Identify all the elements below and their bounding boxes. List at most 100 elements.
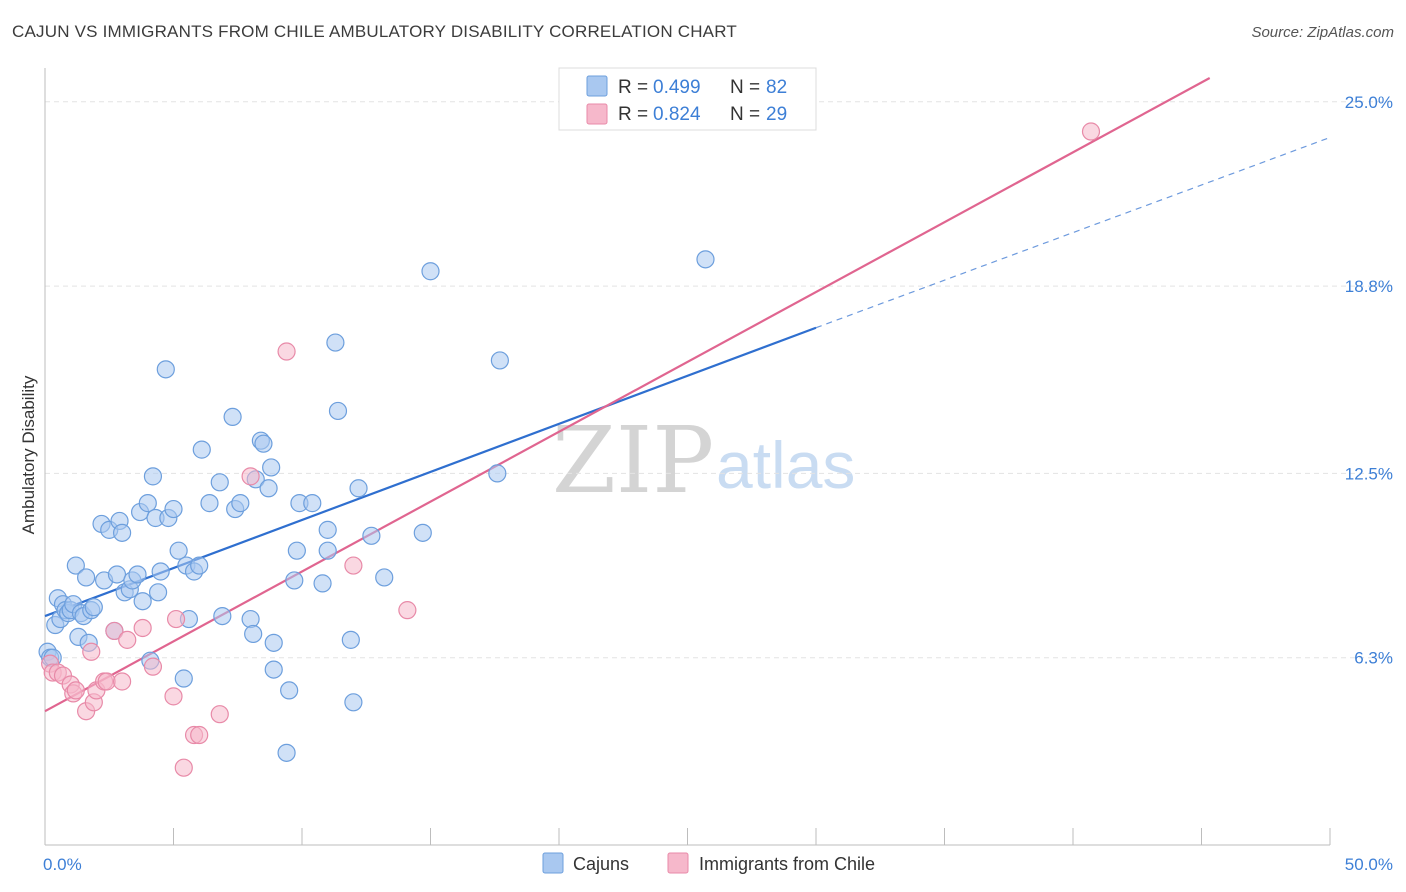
cajun-point [213,606,232,626]
cajun-point [112,523,132,542]
cajun-point [287,541,306,560]
chile-point [277,342,296,361]
cajun-point [375,568,394,587]
chile-point [82,642,101,661]
cajun-point [262,458,281,477]
watermark-zip: ZIP [552,407,714,514]
cajun-trend-extension [815,136,1331,329]
bottom-legend: Cajuns Immigrants from Chile [542,852,875,874]
chile-point [344,556,363,575]
chile-point [118,630,137,649]
cajun-point [328,401,348,421]
bottom-legend-swatch-chile [667,852,689,874]
bottom-legend-label-cajun: Cajuns [573,854,629,874]
cajun-point [254,434,273,453]
chile-point [66,681,85,700]
watermark-atlas: atlas [716,428,855,502]
cajun-point [210,473,229,492]
gridlines [45,101,1393,659]
chile-point [190,725,209,745]
cajun-point [200,494,219,513]
chile-point [398,601,417,620]
chile-point [143,657,163,676]
cajun-point [231,494,250,513]
cajun-point [164,499,183,519]
chile-point [112,672,132,691]
cajun-point [151,562,170,581]
cajun-point [128,565,147,584]
cajun-point [259,479,278,498]
cajun-point [341,630,360,649]
cajun-point [192,440,211,459]
legend-r-label-cajun: R = [618,77,648,98]
legend-r-label-chile: R = [618,104,648,125]
x-tick-label: 50.0% [1345,855,1393,874]
cajun-point [344,693,363,712]
cajun-point [174,669,193,688]
trend-lines [44,77,1331,713]
cajun-point [107,565,127,584]
legend-n-value-chile: 29 [766,104,787,125]
cajun-point [413,523,432,542]
y-tick-label: 6.3% [1354,649,1393,668]
cajun-point [421,262,440,281]
cajun-point [277,743,296,762]
cajun-point [77,568,96,587]
cajun-point [696,250,715,269]
chile-point [166,609,186,629]
cajun-point [488,464,507,483]
data-points [38,122,1101,777]
cajun-point [84,598,103,617]
cajun-point [143,467,163,486]
chile-point [97,672,116,691]
chile-point [105,621,124,641]
cajun-point [169,541,188,560]
bottom-legend-swatch-cajun [542,852,564,874]
cajun-point [490,351,509,370]
cajun-point [303,494,322,513]
chile-point [210,705,229,724]
cajun-point [326,333,345,352]
cajun-point [313,574,332,593]
cajun-point [156,360,175,379]
chile-point [133,618,152,638]
x-tick-label: 0.0% [43,855,82,874]
cajun-trend-line [44,326,817,618]
axes [44,68,1331,846]
source-credit: Source: ZipAtlas.com [1251,24,1394,41]
y-tick-label: 25.0% [1345,93,1393,112]
chart-title: CAJUN VS IMMIGRANTS FROM CHILE AMBULATOR… [12,22,737,41]
cajun-point [148,583,168,602]
cajun-point [318,520,337,539]
cajun-point [244,624,263,644]
cajun-point [285,571,304,590]
tick-labels: 6.3% 12.5% 18.8% 25.0% 0.0% 50.0% [43,93,1393,874]
legend-n-label-cajun: N = [730,77,760,98]
cajun-point [223,407,242,427]
cajun-point [133,592,152,611]
chile-point [174,758,193,777]
cajun-point [66,556,85,575]
legend-r-value-chile: 0.824 [653,104,701,125]
legend-swatch-chile [586,103,608,125]
cajun-point [241,609,260,629]
y-tick-label: 12.5% [1345,464,1393,483]
cajun-point [190,556,209,575]
y-axis-label: Ambulatory Disability [19,375,38,534]
legend-n-label-chile: N = [730,104,760,125]
chile-trend-line [44,77,1211,713]
cajun-point [280,681,299,700]
legend-n-value-cajun: 82 [766,77,787,98]
y-tick-label: 18.8% [1345,277,1393,296]
legend-swatch-cajun [586,75,608,97]
cajun-point [349,479,368,498]
cajun-point [362,526,381,545]
chile-point [241,467,260,486]
cajun-point [264,633,283,652]
legend-r-value-cajun: 0.499 [653,77,701,98]
cajun-point [138,494,157,513]
legend: R = 0.499 N = 82 R = 0.824 N = 29 [558,67,817,131]
cajun-point [318,541,337,560]
chile-point [164,687,183,706]
